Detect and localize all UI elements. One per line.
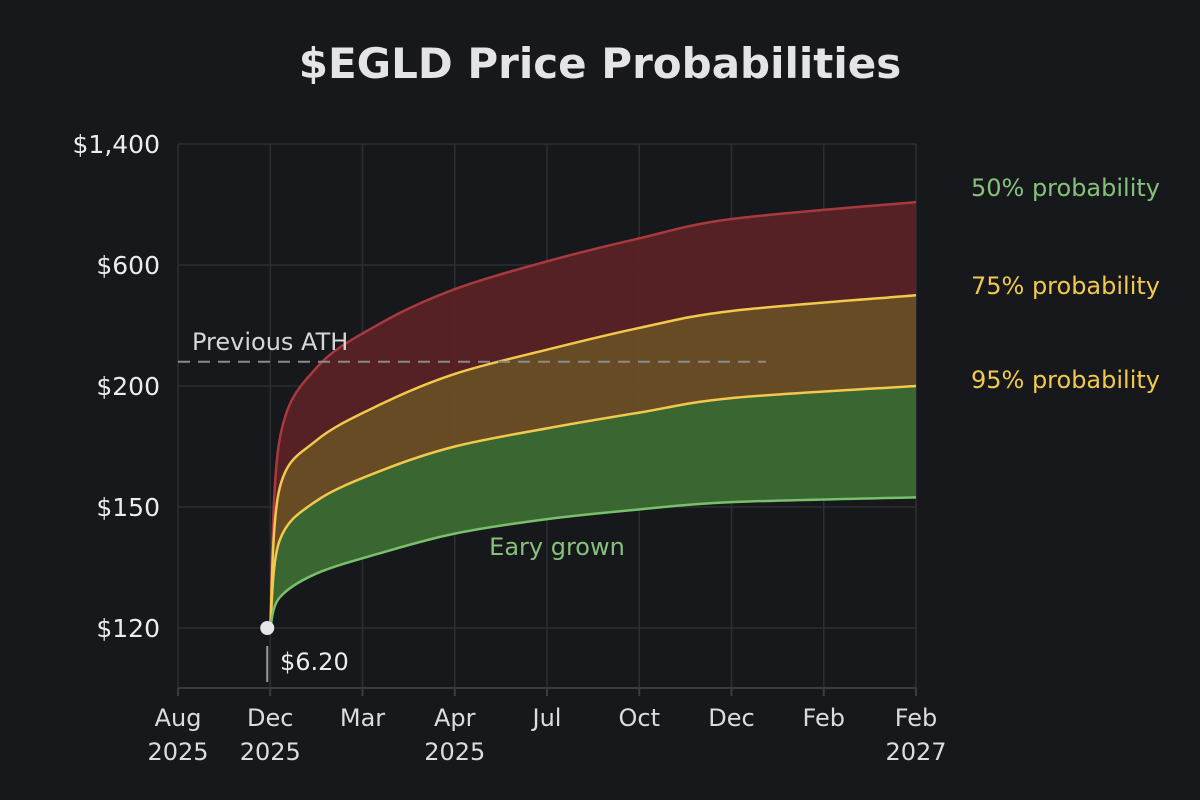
y-tick-label: $600 [96, 251, 160, 280]
line-95-percent-upper [269, 384, 917, 629]
y-axis-ticks: $1,400 $600 $200 $150 $120 [73, 130, 160, 643]
band-label: 75% probability [971, 272, 1160, 300]
x-tick-label: Mar [340, 704, 385, 732]
x-tick-label: Jul [531, 704, 562, 732]
x-tick-year-label: 2025 [147, 738, 208, 766]
y-tick-label: $200 [96, 372, 160, 401]
x-axis-ticks: Aug 2025 Dec 2025 Mar Apr 2025 Jul Oct Dec Feb Feb 2… [147, 688, 947, 766]
chart-title: $EGLD Price Probabilities [299, 39, 902, 88]
x-tick-year-label: 2027 [885, 738, 946, 766]
line-50-percent-upper [269, 200, 917, 629]
band-label: 50% probability [971, 174, 1160, 202]
x-tick-label: Dec [708, 704, 754, 732]
y-tick-label: $1,400 [73, 130, 160, 159]
start-point-dot [260, 621, 275, 635]
previous-ath-marker: Previous ATH [178, 328, 766, 363]
band-label: 95% probability [971, 366, 1160, 394]
x-tick-year-label: 2025 [240, 738, 301, 766]
y-tick-label: $120 [96, 614, 160, 643]
x-tick-label: Feb [803, 704, 846, 732]
y-tick-label: $150 [96, 493, 160, 522]
x-tick-label: Dec [247, 704, 293, 732]
band-75-percent [270, 295, 916, 628]
line-lower-bound [269, 496, 917, 629]
band-50-percent [270, 202, 916, 628]
previous-ath-label: Previous ATH [192, 328, 348, 356]
x-tick-label: Aug [155, 704, 202, 732]
x-tick-year-label: 2025 [424, 738, 485, 766]
x-tick-label: Feb [895, 704, 938, 732]
start-point-label: $6.20 [280, 648, 349, 676]
x-tick-label: Oct [619, 704, 661, 732]
band-labels: 50% probability 75% probability 95% probab… [971, 174, 1160, 394]
line-75-percent-upper [269, 294, 917, 629]
band-95-percent [270, 386, 916, 628]
x-tick-label: Apr [434, 704, 476, 732]
probability-bands [270, 202, 916, 628]
start-point: $6.20 [260, 621, 349, 682]
early-growth-label: Eary grown [489, 533, 625, 561]
band-boundary-lines [269, 200, 917, 629]
